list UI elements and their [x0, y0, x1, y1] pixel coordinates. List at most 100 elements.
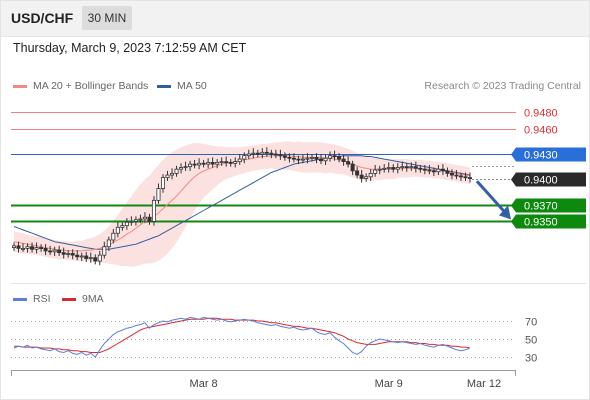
candle-body — [215, 162, 220, 165]
candle-body — [413, 166, 418, 169]
candle-body — [16, 245, 21, 249]
candle-body — [75, 254, 80, 258]
candle-body — [445, 170, 450, 174]
candle-body — [201, 162, 206, 165]
projection-arrow-shaft — [475, 180, 507, 214]
candle-body — [170, 172, 175, 176]
candle-body — [314, 156, 319, 160]
candle-body — [273, 153, 278, 156]
candle-body — [242, 155, 247, 160]
candle-body — [291, 157, 296, 160]
9ma-swatch — [62, 297, 76, 301]
candle-body — [70, 253, 75, 256]
candle-body — [373, 169, 378, 174]
candle-body — [151, 199, 156, 222]
candle-body — [400, 166, 405, 169]
candle-body — [350, 163, 355, 172]
level-tag-0.9430 — [511, 147, 586, 162]
candle-body — [21, 247, 26, 250]
candle-body — [30, 246, 35, 250]
candle-body — [404, 166, 409, 169]
candle-body — [346, 161, 351, 165]
candle-body — [48, 250, 53, 253]
candle-body — [160, 177, 165, 189]
level-label-0.9480: 0.9480 — [524, 108, 558, 120]
candle-body — [124, 221, 129, 227]
candle-body — [364, 176, 369, 179]
time-label-mar-9: Mar 9 — [375, 378, 403, 390]
candle-body — [458, 175, 463, 178]
candle-body — [165, 174, 170, 178]
chart-header: USD/CHF 30 MIN — [0, 0, 590, 37]
candle-body — [129, 221, 134, 223]
level-tag-0.9370 — [511, 198, 586, 213]
candle-body — [391, 167, 396, 170]
rsi-tick-30: 30 — [525, 353, 537, 365]
candle-body — [11, 245, 16, 248]
candle-body — [233, 161, 238, 164]
candle-body — [219, 161, 224, 163]
candle-body — [382, 167, 387, 170]
candle-body — [115, 226, 120, 234]
candle-body — [418, 167, 423, 170]
candle-body — [147, 216, 152, 222]
candle-body — [282, 155, 287, 158]
candle-body — [228, 162, 233, 164]
candle-body — [377, 168, 382, 171]
candle-body — [179, 167, 184, 170]
candle-body — [454, 174, 459, 177]
candle-body — [359, 174, 364, 179]
candle-body — [133, 219, 138, 222]
projection-arrow-head — [499, 205, 511, 220]
candle-body — [111, 232, 116, 241]
candle-body — [431, 170, 436, 173]
candle-body — [440, 168, 445, 172]
time-label-mar-12: Mar 12 — [467, 378, 501, 390]
candle-body — [309, 156, 314, 159]
candle-body — [188, 163, 193, 168]
candle-body — [66, 253, 71, 255]
candle-body — [409, 166, 414, 169]
ma50-line — [13, 155, 471, 250]
candle-body — [210, 162, 215, 165]
candle-body — [449, 172, 454, 176]
candle-body — [84, 255, 89, 259]
legend-rsi-label: RSI — [33, 293, 51, 305]
candle-body — [25, 246, 30, 249]
candle-body — [436, 168, 441, 173]
candle-body — [337, 156, 342, 160]
candle-body — [61, 252, 66, 255]
candle-body — [224, 161, 229, 163]
candle-body — [39, 247, 44, 249]
candle-body — [422, 168, 427, 171]
candle-body — [79, 255, 84, 258]
timeframe-button[interactable]: 30 MIN — [82, 6, 132, 30]
candle-body — [269, 152, 274, 155]
level-tag-0.9400 — [511, 172, 586, 187]
level-label-0.9400: 0.9400 — [524, 175, 558, 187]
rsi-line — [13, 316, 471, 358]
candle-body — [183, 166, 188, 169]
rsi-swatch — [13, 297, 27, 301]
chart-datetime: Thursday, March 9, 2023 7:12:59 AM CET — [13, 41, 247, 55]
candle-body — [120, 225, 125, 228]
ma50-swatch — [157, 84, 171, 88]
candle-body — [296, 158, 301, 161]
level-tag-0.9350 — [511, 214, 586, 229]
legend-9ma-label: 9MA — [82, 293, 104, 305]
candle-body — [43, 247, 48, 252]
candle-body — [463, 176, 468, 179]
candle-body — [52, 249, 57, 253]
candle-body — [246, 153, 251, 157]
candle-body — [138, 218, 143, 221]
candle-body — [97, 254, 102, 262]
candle-body — [88, 257, 93, 260]
candle-body — [260, 151, 265, 155]
candle-body — [255, 152, 260, 155]
time-label-mar-8: Mar 8 — [190, 378, 218, 390]
candle-body — [368, 172, 373, 178]
candle-body — [386, 167, 391, 169]
level-label-0.9370: 0.9370 — [524, 201, 558, 213]
candle-body — [355, 170, 360, 176]
